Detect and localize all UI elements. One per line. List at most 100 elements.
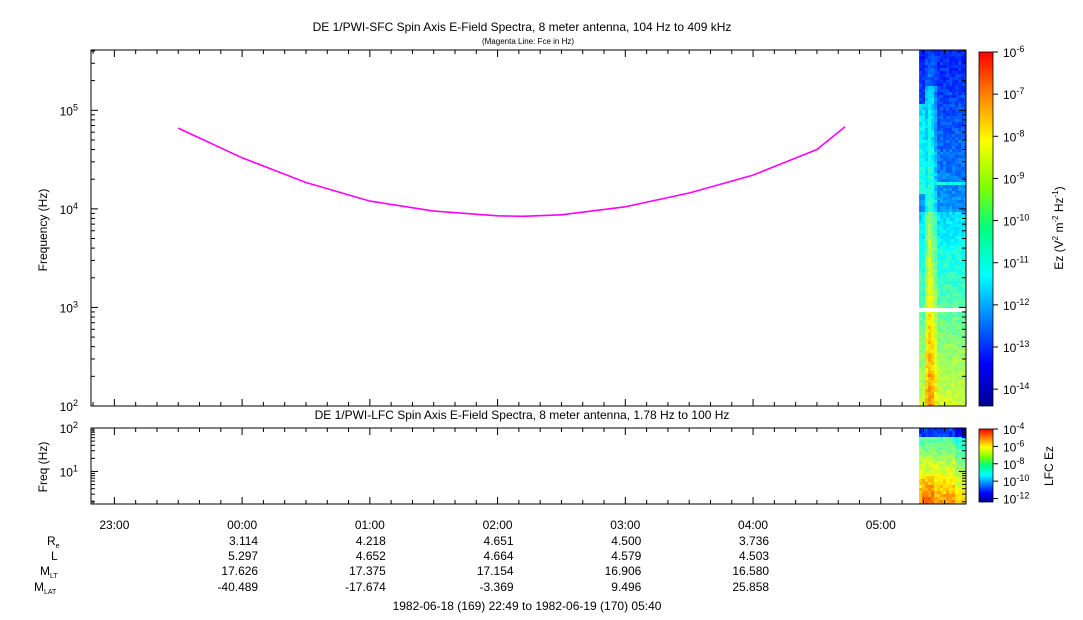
sfc-cell — [928, 320, 932, 324]
sfc-cell — [943, 332, 947, 336]
sfc-cell — [946, 83, 950, 87]
lfc-cell — [934, 458, 938, 462]
lfc-cell — [955, 494, 959, 498]
sfc-cell — [934, 392, 938, 396]
sfc-cell — [949, 287, 953, 291]
sfc-cell — [940, 362, 944, 366]
sfc-cell — [964, 281, 966, 285]
sfc-cell — [928, 83, 932, 87]
sfc-cell — [952, 395, 956, 399]
sfc-cell — [934, 242, 938, 246]
sfc-cell — [937, 392, 941, 396]
sfc-cell — [955, 371, 959, 375]
sfc-cell — [940, 299, 944, 303]
lfc-cell — [952, 428, 956, 432]
sfc-cell — [934, 251, 938, 255]
sfc-cell — [955, 98, 959, 102]
sfc-cell — [946, 335, 950, 339]
lfc-cell — [925, 455, 929, 459]
sfc-cell — [919, 227, 923, 231]
sfc-cell — [931, 92, 935, 96]
sfc-cell — [964, 290, 966, 294]
sfc-cell — [964, 242, 966, 246]
sfc-cell — [964, 161, 966, 165]
sfc-cell — [940, 218, 944, 222]
sfc-cell — [934, 230, 938, 234]
sfc-cell — [940, 398, 944, 402]
sfc-cell — [964, 287, 966, 291]
sfc-cell — [958, 158, 962, 162]
sfc-cell — [940, 227, 944, 231]
lfc-cell — [943, 476, 947, 480]
sfc-cell — [961, 122, 965, 126]
sfc-cell — [931, 182, 935, 186]
sfc-cell — [928, 203, 932, 207]
sfc-cell — [943, 323, 947, 327]
lfc-cell — [937, 458, 941, 462]
sfc-cell — [940, 344, 944, 348]
sfc-cell — [949, 167, 953, 171]
sfc-cell — [943, 257, 947, 261]
sfc-cell — [952, 167, 956, 171]
sfc-cell — [937, 161, 941, 165]
sfc-cbar-tick-label: 10-9 — [1003, 170, 1024, 186]
sfc-cell — [943, 137, 947, 141]
sfc-cell — [928, 152, 932, 156]
sfc-cell — [952, 161, 956, 165]
sfc-cell — [925, 140, 929, 144]
sfc-cell — [940, 182, 944, 186]
lfc-cell — [943, 434, 947, 438]
sfc-cell — [937, 215, 941, 219]
sfc-cell — [919, 242, 923, 246]
sfc-cell — [925, 77, 929, 81]
sfc-cell — [961, 56, 965, 60]
sfc-cell — [961, 203, 965, 207]
sfc-cell — [961, 143, 965, 147]
sfc-cell — [928, 263, 932, 267]
sfc-cell — [943, 353, 947, 357]
sfc-cell — [949, 206, 953, 210]
ephemeris-row-label: L — [51, 549, 58, 563]
sfc-cell — [928, 353, 932, 357]
sfc-cell — [949, 176, 953, 180]
sfc-cell — [937, 266, 941, 270]
sfc-cell — [955, 404, 959, 406]
sfc-cell — [931, 194, 935, 198]
sfc-cell — [943, 251, 947, 255]
lfc-cell — [934, 440, 938, 444]
sfc-cell — [937, 89, 941, 93]
sfc-cell — [955, 317, 959, 321]
lfc-spectrogram-data — [919, 428, 966, 504]
lfc-cell — [940, 452, 944, 456]
lfc-cell — [955, 476, 959, 480]
sfc-cell — [943, 371, 947, 375]
sfc-cell — [940, 95, 944, 99]
sfc-cell — [964, 92, 966, 96]
sfc-cell — [934, 206, 938, 210]
sfc-cell — [964, 251, 966, 255]
sfc-cell — [922, 68, 926, 72]
lfc-cell — [925, 452, 929, 456]
lfc-cell — [946, 446, 950, 450]
sfc-cell — [922, 185, 926, 189]
sfc-cell — [946, 260, 950, 264]
sfc-cell — [958, 314, 962, 318]
sfc-cell — [919, 281, 923, 285]
sfc-colorbar: 10-610-710-810-910-1010-1110-1210-1310-1… — [978, 44, 1066, 407]
sfc-cell — [943, 278, 947, 282]
sfc-cell — [925, 122, 929, 126]
sfc-cell — [931, 377, 935, 381]
sfc-cell — [958, 353, 962, 357]
sfc-cell — [961, 338, 965, 342]
sfc-cell — [964, 116, 966, 120]
lfc-cell — [952, 464, 956, 468]
sfc-cell — [943, 368, 947, 372]
sfc-cell — [955, 116, 959, 120]
sfc-cell — [940, 248, 944, 252]
sfc-cell — [925, 209, 929, 213]
sfc-cell — [943, 62, 947, 66]
sfc-cell — [931, 314, 935, 318]
sfc-cell — [937, 269, 941, 273]
sfc-cell — [934, 293, 938, 297]
sfc-cell — [958, 185, 962, 189]
